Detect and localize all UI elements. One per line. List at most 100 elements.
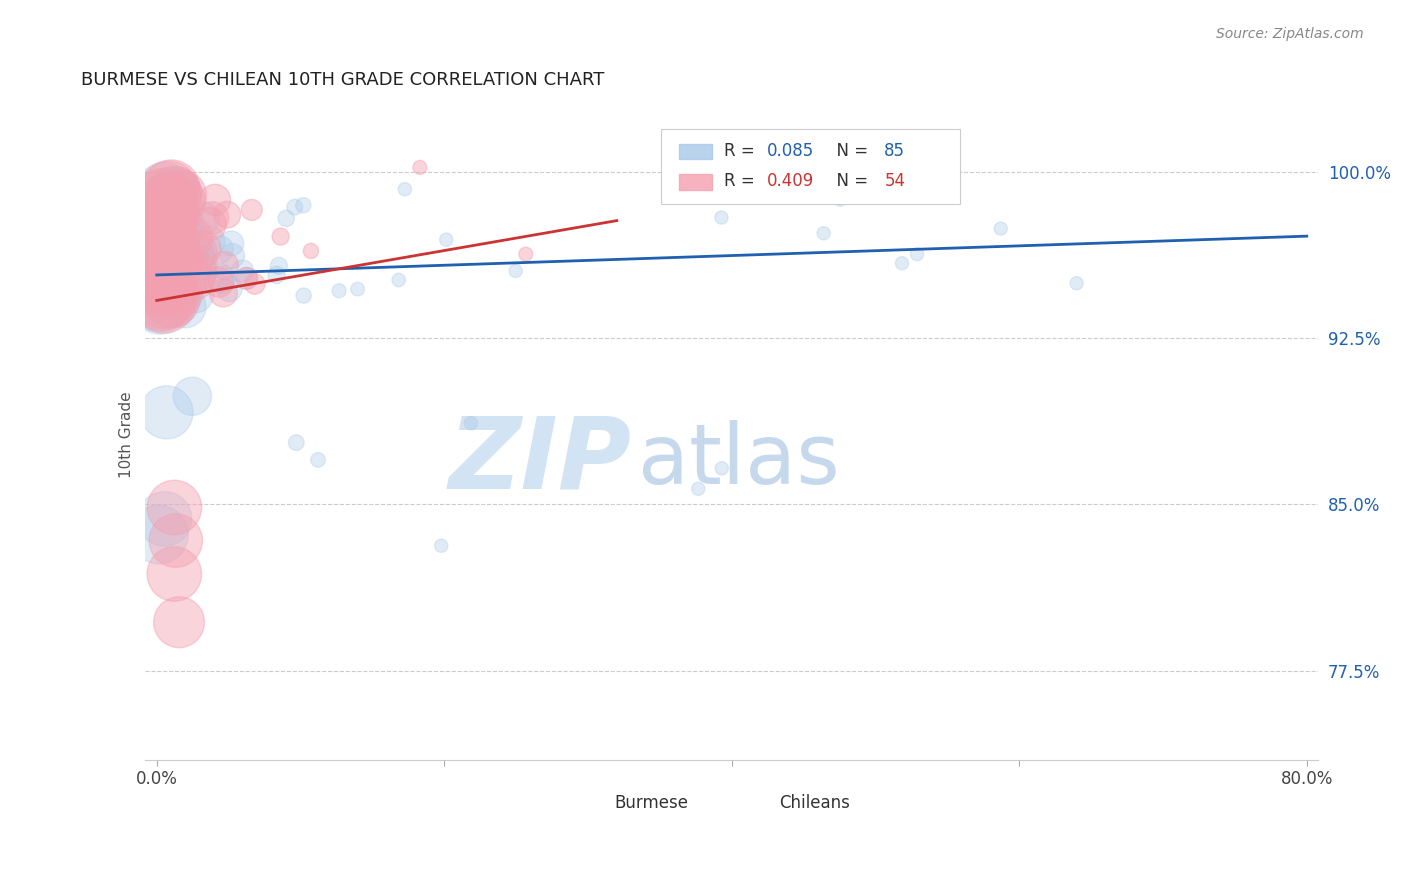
Point xyxy=(346,282,368,296)
Point xyxy=(153,259,176,273)
Point xyxy=(163,186,186,201)
Point xyxy=(174,300,197,314)
Point xyxy=(162,240,184,254)
Text: N =: N = xyxy=(825,142,873,160)
Point xyxy=(169,194,191,209)
FancyBboxPatch shape xyxy=(661,129,960,204)
Point xyxy=(307,453,329,467)
Point xyxy=(153,294,176,309)
Point xyxy=(710,211,733,225)
Point xyxy=(156,274,179,288)
Point xyxy=(166,207,188,221)
Point xyxy=(152,194,174,208)
Text: 54: 54 xyxy=(884,172,905,190)
Bar xyxy=(679,144,711,159)
Point xyxy=(180,231,202,245)
Point xyxy=(221,249,243,263)
Point xyxy=(149,249,172,263)
Text: R =: R = xyxy=(724,142,759,160)
Point xyxy=(150,237,173,252)
Point xyxy=(276,211,298,226)
Point xyxy=(155,405,177,419)
Point xyxy=(165,184,187,198)
Point xyxy=(891,256,914,270)
Point xyxy=(146,219,169,234)
Point xyxy=(430,539,453,553)
Bar xyxy=(679,174,711,190)
Point xyxy=(148,527,170,541)
Point xyxy=(146,252,169,266)
Point xyxy=(148,295,170,310)
Point xyxy=(813,226,835,240)
Point xyxy=(990,221,1012,235)
Point xyxy=(284,200,307,214)
Point xyxy=(198,235,221,249)
Point xyxy=(285,435,308,450)
Point xyxy=(160,245,183,260)
Point xyxy=(460,416,482,430)
Point xyxy=(153,512,176,526)
Point xyxy=(183,272,205,286)
Text: 0.409: 0.409 xyxy=(766,172,814,190)
Point xyxy=(235,271,257,285)
Point xyxy=(186,264,208,278)
Point xyxy=(150,224,173,238)
Point xyxy=(830,193,852,207)
Point xyxy=(897,163,920,178)
Point xyxy=(149,202,172,217)
Bar xyxy=(738,797,766,813)
Point xyxy=(243,277,266,291)
Point xyxy=(186,245,208,260)
Point xyxy=(153,267,176,281)
Text: ZIP: ZIP xyxy=(449,412,633,509)
Point xyxy=(191,211,214,226)
Text: Source: ZipAtlas.com: Source: ZipAtlas.com xyxy=(1216,27,1364,41)
Point xyxy=(163,258,186,272)
Point xyxy=(209,271,232,285)
Point xyxy=(150,220,173,235)
Point xyxy=(157,260,180,274)
Point xyxy=(149,298,172,312)
Point xyxy=(159,190,181,204)
Point xyxy=(149,246,172,260)
Point xyxy=(266,268,288,282)
Point xyxy=(187,267,209,281)
Point xyxy=(409,161,432,175)
Point xyxy=(172,239,194,253)
Text: Burmese: Burmese xyxy=(614,794,689,812)
Text: N =: N = xyxy=(825,172,873,190)
Point xyxy=(157,271,180,285)
Text: Chileans: Chileans xyxy=(779,794,849,812)
Point xyxy=(235,271,257,285)
Point xyxy=(160,181,183,195)
Point xyxy=(434,233,457,247)
Point xyxy=(157,194,180,209)
Text: BURMESE VS CHILEAN 10TH GRADE CORRELATION CHART: BURMESE VS CHILEAN 10TH GRADE CORRELATIO… xyxy=(80,70,605,88)
Point xyxy=(146,193,169,207)
Point xyxy=(153,247,176,261)
Point xyxy=(157,192,180,206)
Point xyxy=(163,192,186,206)
Point xyxy=(159,200,181,214)
Point xyxy=(153,263,176,277)
Text: 0.085: 0.085 xyxy=(766,142,814,160)
Point xyxy=(198,217,221,231)
Point xyxy=(150,227,173,241)
Point xyxy=(212,285,235,300)
Point xyxy=(165,285,187,300)
Point xyxy=(184,248,207,262)
Point xyxy=(153,196,176,211)
Point xyxy=(157,229,180,244)
Point xyxy=(292,198,315,212)
Point xyxy=(150,239,173,253)
Point xyxy=(170,188,193,202)
Point xyxy=(710,461,733,475)
Point xyxy=(152,289,174,303)
Point xyxy=(166,208,188,222)
Bar xyxy=(574,797,603,813)
Point xyxy=(166,212,188,227)
Point xyxy=(167,237,190,252)
Point xyxy=(232,264,254,278)
Point xyxy=(148,233,170,247)
Point xyxy=(153,183,176,197)
